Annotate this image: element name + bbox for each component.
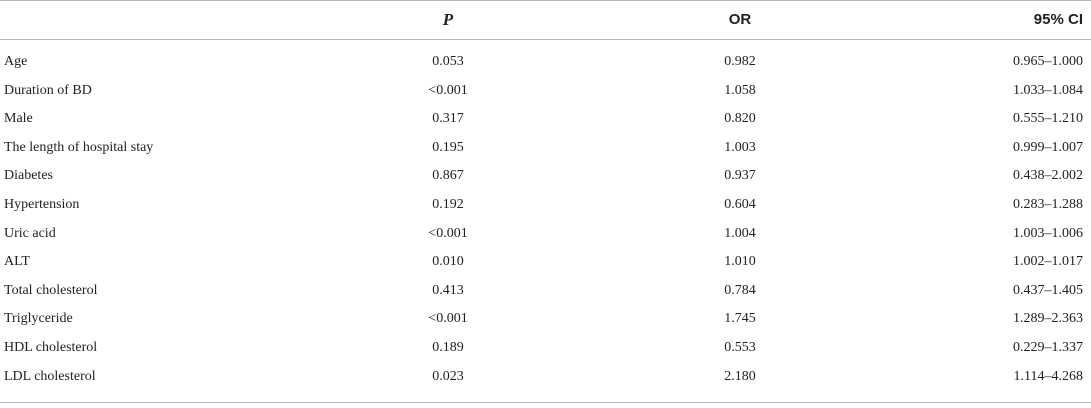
confidence-interval-cell: 0.437–1.405 <box>1013 282 1083 298</box>
p-value-cell: 0.317 <box>432 111 464 127</box>
odds-ratio-cell: 0.937 <box>724 168 756 184</box>
table-body: Age 0.053 0.982 0.965–1.000 Duration of BD <0… <box>0 48 1091 391</box>
table-row: Male 0.317 0.820 0.555–1.210 <box>0 105 1091 134</box>
header-p-value: P <box>442 10 454 29</box>
p-value-cell: 0.192 <box>432 196 464 212</box>
odds-ratio-cell: 0.784 <box>724 282 756 298</box>
confidence-interval-cell: 0.283–1.288 <box>1013 196 1083 212</box>
row-label: Hypertension <box>4 196 80 212</box>
odds-ratio-cell: 2.180 <box>724 368 756 384</box>
p-value-cell: <0.001 <box>428 225 468 241</box>
row-label: The length of hospital stay <box>4 139 154 155</box>
p-value-cell: 0.189 <box>432 339 464 355</box>
odds-ratio-cell: 1.003 <box>724 139 756 155</box>
p-value-cell: 0.413 <box>432 282 464 298</box>
table-bottom-rule <box>0 402 1091 403</box>
odds-ratio-cell: 1.010 <box>724 254 756 270</box>
odds-ratio-cell: 1.745 <box>724 311 756 327</box>
p-value-cell: 0.867 <box>432 168 464 184</box>
table-row: The length of hospital stay 0.195 1.003 0.9… <box>0 134 1091 163</box>
odds-ratio-cell: 0.820 <box>724 111 756 127</box>
odds-ratio-cell: 1.058 <box>724 82 756 98</box>
table-row: Triglyceride <0.001 1.745 1.289–2.363 <box>0 305 1091 334</box>
row-label: LDL cholesterol <box>4 368 96 384</box>
odds-ratio-cell: 1.004 <box>724 225 756 241</box>
table-row: Uric acid <0.001 1.004 1.003–1.006 <box>0 220 1091 249</box>
table-top-rule <box>0 0 1091 1</box>
p-value-cell: 0.053 <box>432 54 464 69</box>
odds-ratio-cell: 0.604 <box>724 196 756 212</box>
p-value-cell: <0.001 <box>428 311 468 327</box>
p-value-cell: <0.001 <box>428 82 468 98</box>
confidence-interval-cell: 1.033–1.084 <box>1013 82 1083 98</box>
table-row: Diabetes 0.867 0.937 0.438–2.002 <box>0 162 1091 191</box>
row-label: HDL cholesterol <box>4 339 98 355</box>
row-label: Uric acid <box>4 225 56 241</box>
odds-ratio-cell: 0.982 <box>724 54 756 69</box>
row-label: Diabetes <box>4 168 53 184</box>
p-value-cell: 0.195 <box>432 139 464 155</box>
row-label: ALT <box>4 254 30 270</box>
p-value-cell: 0.010 <box>432 254 464 270</box>
table-header-rule <box>0 39 1091 40</box>
p-value-cell: 0.023 <box>432 368 464 384</box>
table-row: Hypertension 0.192 0.604 0.283–1.288 <box>0 191 1091 220</box>
confidence-interval-cell: 1.114–4.268 <box>1013 368 1083 384</box>
confidence-interval-cell: 0.965–1.000 <box>1013 54 1083 69</box>
table-header-row: P OR 95% CI <box>0 0 1091 39</box>
confidence-interval-cell: 1.003–1.006 <box>1013 225 1083 241</box>
table-row: HDL cholesterol 0.189 0.553 0.229–1.337 <box>0 334 1091 363</box>
confidence-interval-cell: 1.002–1.017 <box>1013 254 1083 270</box>
row-label: Age <box>4 54 28 69</box>
confidence-interval-cell: 0.555–1.210 <box>1013 111 1083 127</box>
table-row: LDL cholesterol 0.023 2.180 1.114–4.268 <box>0 363 1091 392</box>
table-row: Total cholesterol 0.413 0.784 0.437–1.405 <box>0 277 1091 306</box>
row-label: Total cholesterol <box>4 282 98 298</box>
odds-ratio-cell: 0.553 <box>724 339 756 355</box>
confidence-interval-cell: 0.999–1.007 <box>1013 139 1083 155</box>
row-label: Male <box>4 111 33 127</box>
header-confidence-interval: 95% CI <box>1033 11 1083 28</box>
row-label: Duration of BD <box>4 82 92 98</box>
row-label: Triglyceride <box>4 311 73 327</box>
header-odds-ratio: OR <box>728 11 752 28</box>
confidence-interval-cell: 0.229–1.337 <box>1013 339 1083 355</box>
confidence-interval-cell: 0.438–2.002 <box>1013 168 1083 184</box>
table-row: Duration of BD <0.001 1.058 1.033–1.084 <box>0 77 1091 106</box>
table-row: ALT 0.010 1.010 1.002–1.017 <box>0 248 1091 277</box>
table-row: Age 0.053 0.982 0.965–1.000 <box>0 48 1091 77</box>
confidence-interval-cell: 1.289–2.363 <box>1013 311 1083 327</box>
